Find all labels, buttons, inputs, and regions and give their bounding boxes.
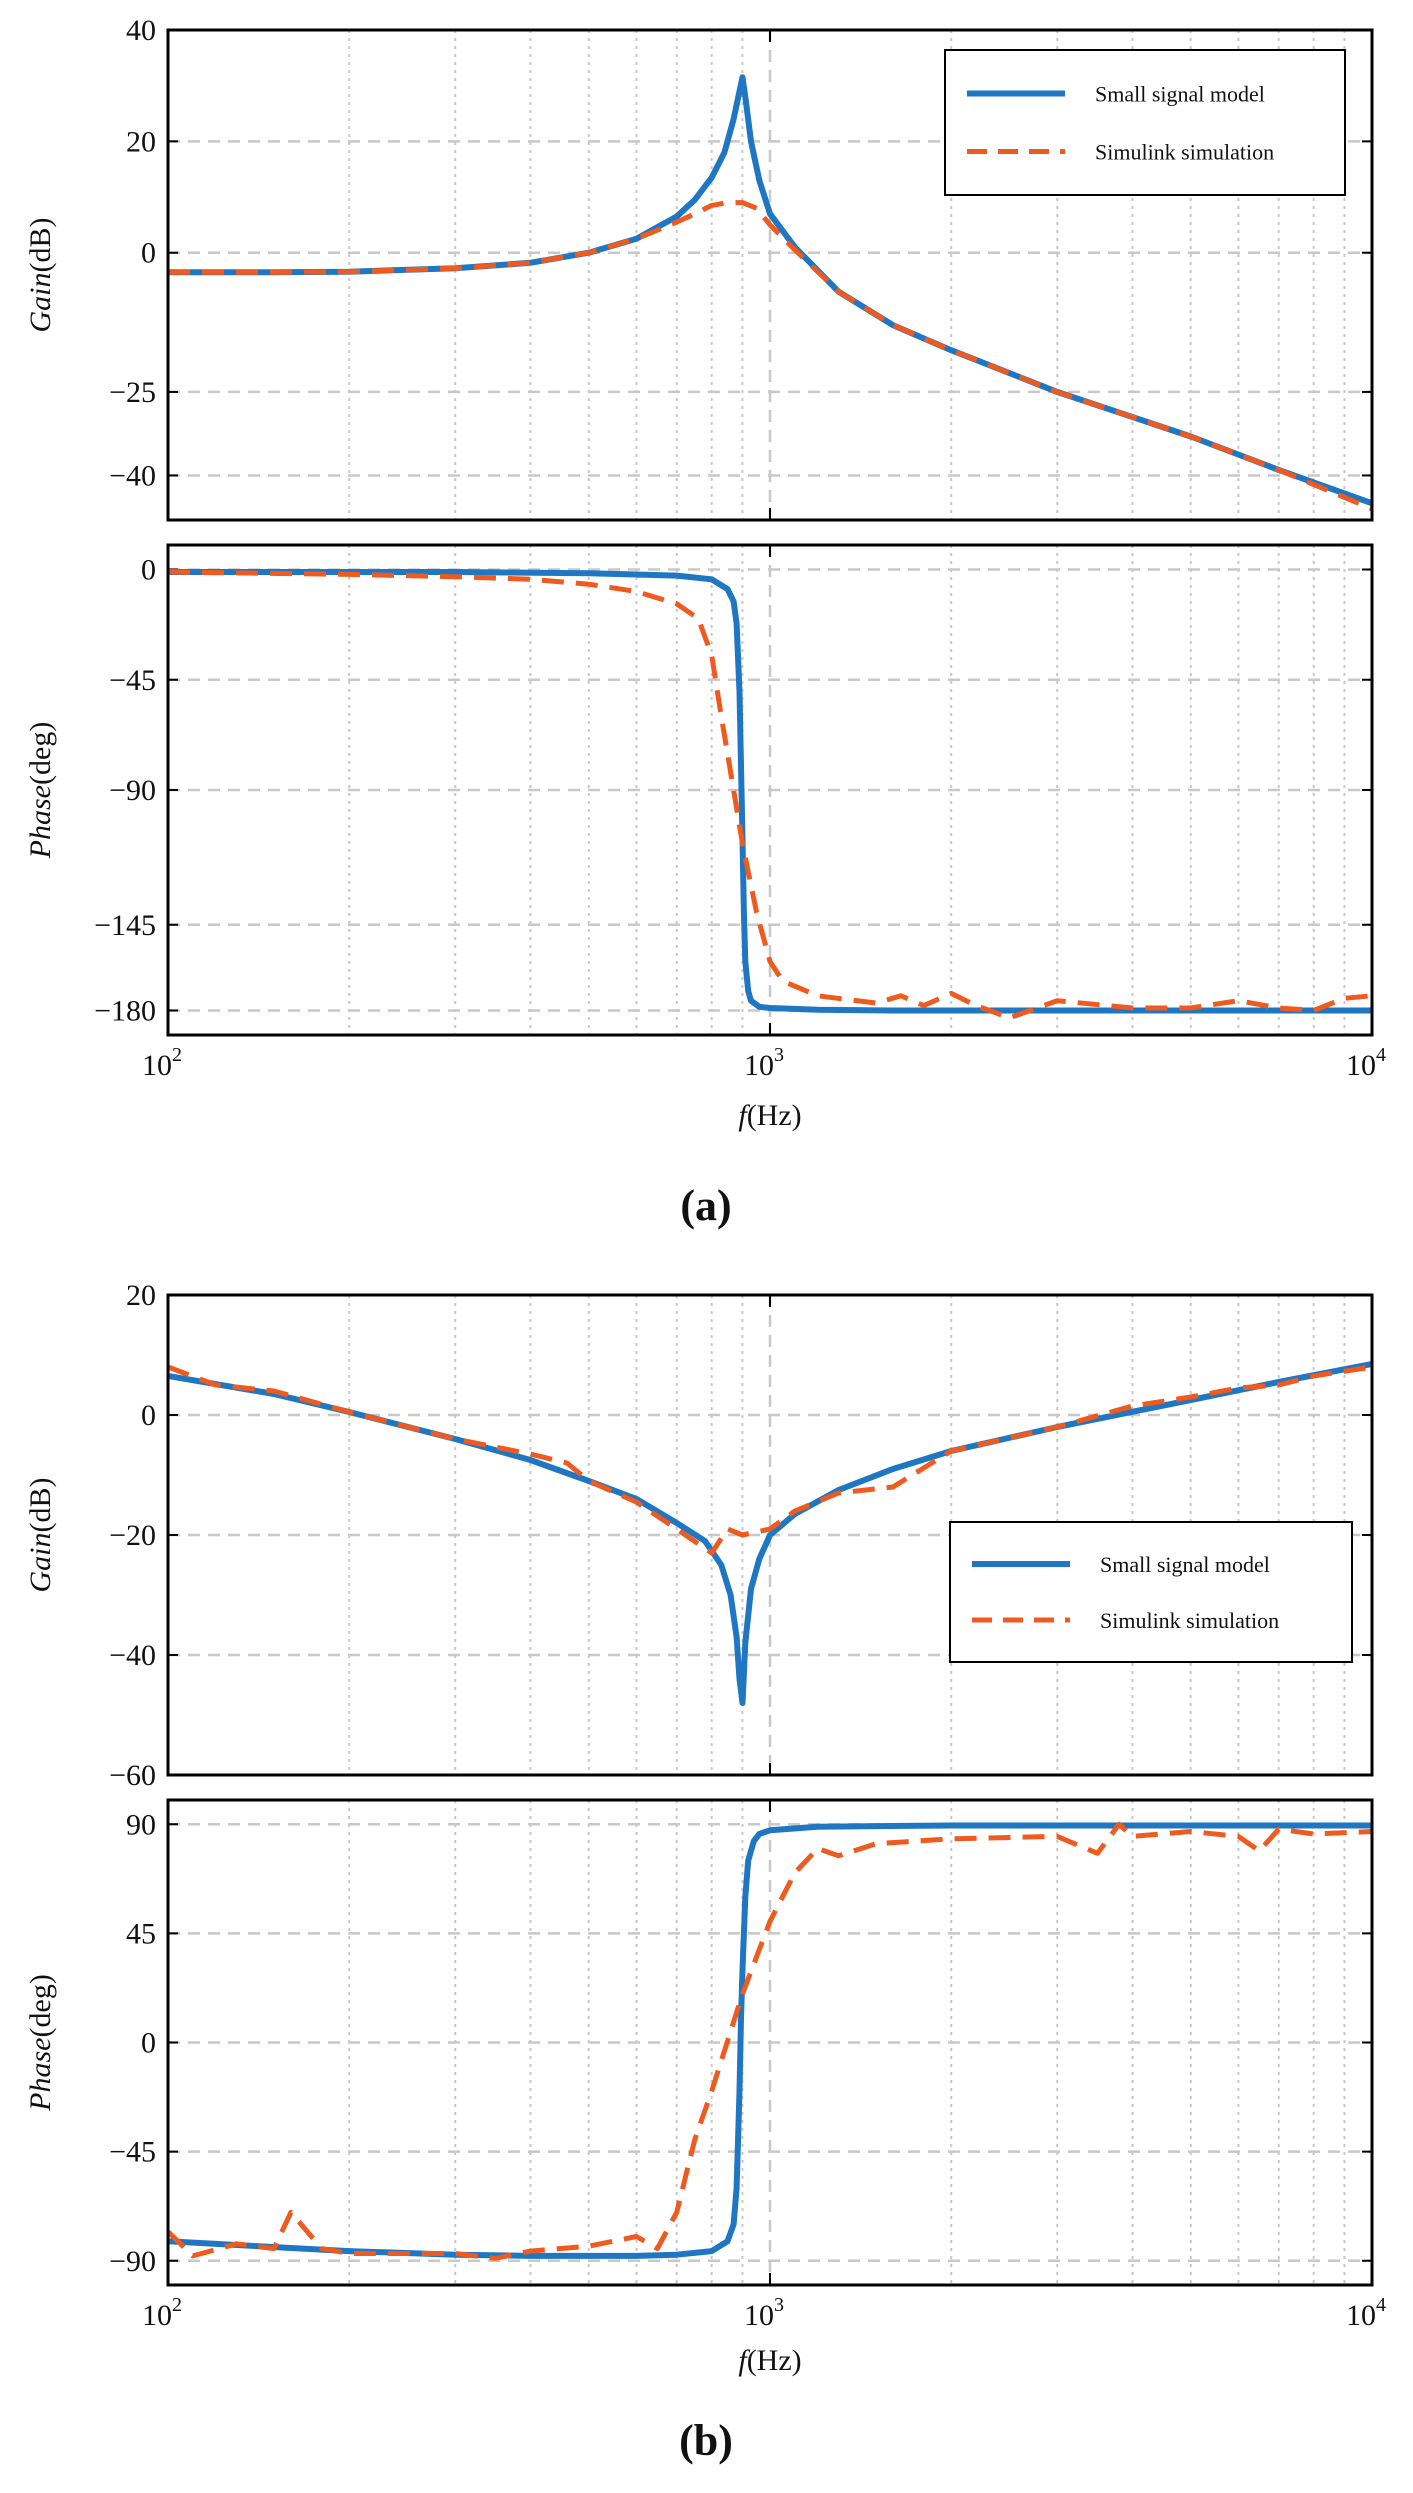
series-small-signal-gain (168, 1361, 1372, 1706)
chart-panel-a: 40 20 0 −25 −40 Gain(dB) 0 −45 −90 −145 −180 Phase(… (24, 14, 1386, 1132)
y-tick-label: 40 (126, 14, 156, 47)
y-tick-label: 90 (126, 1808, 156, 1841)
x-tick-label: 104 (1346, 2294, 1386, 2332)
panel-label-b: (b) (679, 2416, 733, 2465)
chart-panel-b: 20 0 −20 −40 −60 Gain(dB) 90 45 0 −45 −90 Phase(deg… (24, 1279, 1386, 2377)
y-tick-label: 20 (126, 1279, 156, 1312)
series-simulink-phase (168, 1821, 1372, 2261)
legend-entry-label: Small signal model (1095, 82, 1265, 107)
y-tick-label: −25 (109, 376, 156, 409)
x-tick-label: 102 (142, 2294, 182, 2332)
legend-box (944, 49, 1346, 196)
x-tick-label: 103 (744, 1044, 784, 1082)
y-tick-label: −40 (109, 1639, 156, 1672)
y-axis-label: Gain(dB) (24, 1478, 57, 1593)
y-tick-label: 20 (126, 125, 156, 158)
legend-box (949, 1521, 1353, 1663)
plot-frame (166, 1293, 1374, 1777)
y-tick-label: 0 (141, 554, 156, 587)
y-tick-label: −145 (94, 909, 156, 942)
y-tick-label: 0 (141, 1399, 156, 1432)
y-tick-label: −90 (109, 2245, 156, 2278)
legend-a: Small signal model Simulink simulation (944, 49, 1346, 196)
y-tick-label: −90 (109, 774, 156, 807)
y-tick-label: −180 (94, 995, 156, 1028)
y-tick-label: 0 (141, 237, 156, 270)
subplot-gain-b: 20 0 −20 −40 −60 Gain(dB) (24, 1279, 1374, 1792)
y-tick-label: −40 (109, 459, 156, 492)
series-small-signal-phase (168, 1822, 1372, 2259)
series-simulink-phase (168, 569, 1372, 1021)
legend-entry-label: Simulink simulation (1095, 140, 1274, 165)
y-tick-label: −45 (109, 664, 156, 697)
series-simulink-gain (168, 1364, 1372, 1556)
x-tick-label: 104 (1346, 1044, 1386, 1082)
plot-frame (166, 1798, 1374, 2287)
subplot-phase-b: 90 45 0 −45 −90 Phase(deg) (24, 1798, 1374, 2287)
panel-label-a: (a) (680, 1181, 731, 1230)
legend-entry-label: Small signal model (1100, 1552, 1270, 1577)
series-simulink-gain (168, 200, 1372, 512)
y-tick-label: 0 (141, 2027, 156, 2060)
y-axis-label: Phase(deg) (24, 722, 57, 860)
legend-b: Small signal model Simulink simulation (949, 1521, 1353, 1663)
y-axis-label: Gain(dB) (24, 218, 57, 333)
y-tick-label: 45 (126, 1917, 156, 1950)
subplot-phase-a: 0 −45 −90 −145 −180 Phase(deg) (24, 543, 1374, 1037)
y-axis-label: Phase(deg) (24, 1974, 57, 2112)
x-axis-label: f(Hz) (738, 1099, 801, 1132)
plot-frame (166, 543, 1374, 1037)
plot-frame (166, 28, 1374, 522)
x-tick-label: 102 (142, 1044, 182, 1082)
x-axis-label: f(Hz) (738, 2344, 801, 2377)
y-tick-label: −20 (109, 1519, 156, 1552)
y-tick-label: −45 (109, 2136, 156, 2169)
x-tick-label: 103 (744, 2294, 784, 2332)
y-tick-label: −60 (109, 1759, 156, 1792)
legend-entry-label: Simulink simulation (1100, 1608, 1279, 1633)
